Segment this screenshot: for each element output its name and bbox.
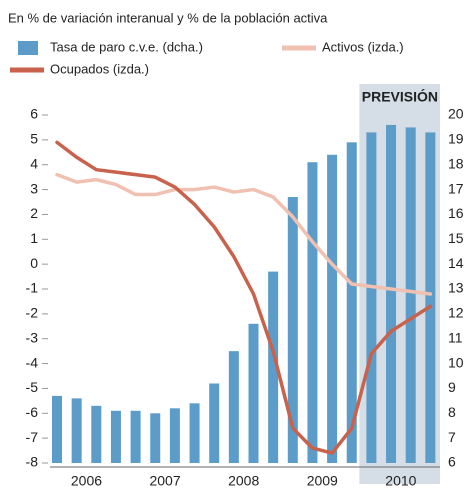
y-tick-label: 1 — [30, 230, 38, 246]
y2-tick-label: 20 — [448, 106, 464, 122]
y2-tick-label: 7 — [448, 429, 456, 445]
bar — [169, 408, 180, 463]
bar — [110, 410, 121, 463]
legend-label: Activos (izda.) — [322, 39, 404, 54]
subtitle: En % de variación interanual y % de la p… — [8, 10, 328, 25]
bar — [189, 403, 200, 463]
y2-tick-label: 8 — [448, 404, 456, 420]
bar — [91, 405, 102, 463]
bar — [307, 162, 318, 463]
bar — [405, 127, 416, 463]
y-tick-label: -2 — [26, 305, 39, 321]
y2-tick-label: 9 — [448, 379, 456, 395]
bar — [268, 271, 279, 463]
y2-tick-label: 15 — [448, 230, 464, 246]
forecast-label: PREVISIÓN — [362, 88, 438, 105]
x-tick-label: 2008 — [228, 473, 259, 489]
bar — [287, 197, 298, 463]
y-tick-label: -6 — [26, 404, 39, 420]
y-tick-label: -3 — [26, 329, 39, 345]
y2-tick-label: 13 — [448, 280, 464, 296]
y-tick-label: 2 — [30, 205, 38, 221]
y2-tick-label: 12 — [448, 305, 464, 321]
bar — [366, 132, 377, 463]
y-tick-label: 3 — [30, 180, 38, 196]
y2-tick-label: 18 — [448, 155, 464, 171]
x-tick-label: 2009 — [307, 473, 338, 489]
y-tick-label: -8 — [26, 454, 39, 470]
legend-swatch — [18, 41, 38, 55]
y-tick-label: 5 — [30, 131, 38, 147]
y2-tick-label: 11 — [448, 329, 463, 345]
bar — [346, 142, 357, 464]
legend-label: Tasa de paro c.v.e. (dcha.) — [50, 39, 203, 54]
y-tick-label: -7 — [26, 429, 39, 445]
y-tick-label: 0 — [30, 255, 38, 271]
bar — [130, 410, 141, 463]
y-tick-label: -1 — [26, 280, 39, 296]
bar — [52, 395, 62, 463]
bar — [248, 323, 259, 463]
y2-tick-label: 6 — [448, 454, 456, 470]
bar — [71, 398, 82, 463]
y2-tick-label: 19 — [448, 131, 464, 147]
bar — [150, 413, 161, 463]
bar — [327, 154, 338, 463]
y2-tick-label: 10 — [448, 354, 464, 370]
legend-label: Ocupados (izda.) — [50, 61, 149, 76]
y-tick-label: 4 — [30, 155, 38, 171]
y-tick-label: 6 — [30, 106, 38, 122]
line — [55, 140, 433, 455]
bar — [386, 124, 397, 463]
line — [55, 172, 433, 296]
x-tick-label: 2010 — [385, 473, 416, 489]
x-tick-label: 2007 — [149, 473, 180, 489]
bar — [425, 132, 436, 463]
y2-tick-label: 14 — [448, 255, 464, 271]
y-tick-label: -4 — [26, 354, 39, 370]
x-tick-label: 2006 — [71, 473, 102, 489]
y2-tick-label: 17 — [448, 180, 464, 196]
y2-tick-label: 16 — [448, 205, 464, 221]
bar — [209, 383, 220, 463]
y-tick-label: -5 — [26, 379, 39, 395]
bar — [228, 351, 239, 463]
